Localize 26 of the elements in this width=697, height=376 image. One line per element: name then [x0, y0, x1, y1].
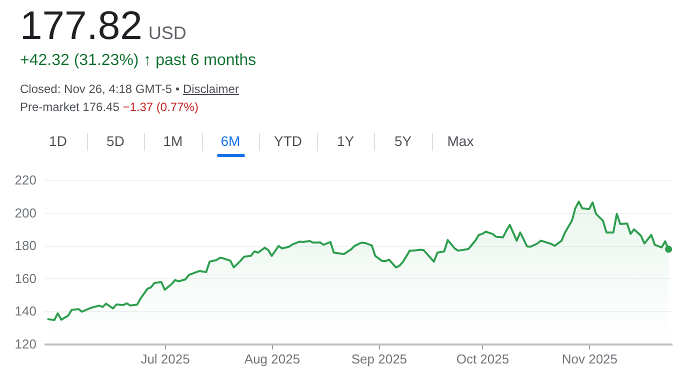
text: −1.37 (0.77%): [122, 100, 198, 114]
y-tick-label: 120: [14, 336, 36, 352]
text: 5Y: [393, 132, 413, 151]
text: +42.32 (31.23%) ↑ past 6 months: [20, 52, 256, 70]
chart-title: 177.82: [20, 4, 142, 48]
y-tick-label: 160: [14, 270, 36, 286]
text: Pre-market 176.45: [20, 100, 120, 114]
text: 1D: [48, 132, 68, 151]
text: YTD: [273, 132, 303, 151]
y-tick-label: 140: [14, 304, 36, 319]
x-tick-label: Jul 2025: [140, 352, 190, 366]
x-tick-label: Sep 2025: [351, 352, 408, 366]
text: 6M: [202, 131, 258, 151]
y-tick-label: 180: [14, 238, 36, 254]
x-tick-label: Aug 2025: [244, 352, 300, 366]
y-tick-label: 220: [14, 172, 36, 188]
text: Disclaimer: [182, 82, 239, 96]
x-tick-label: Oct 2025: [456, 352, 510, 366]
text: Closed: Nov 26, 4:18 GMT-5 •: [20, 82, 181, 96]
text: 5D: [106, 132, 126, 151]
y-tick-label: 200: [14, 205, 36, 220]
chart-subtitle: USD: [148, 23, 186, 43]
text: 1M: [162, 132, 184, 151]
x-tick-label: Nov 2025: [562, 352, 618, 366]
text: Max: [446, 132, 475, 151]
text: 1Y: [336, 132, 356, 151]
